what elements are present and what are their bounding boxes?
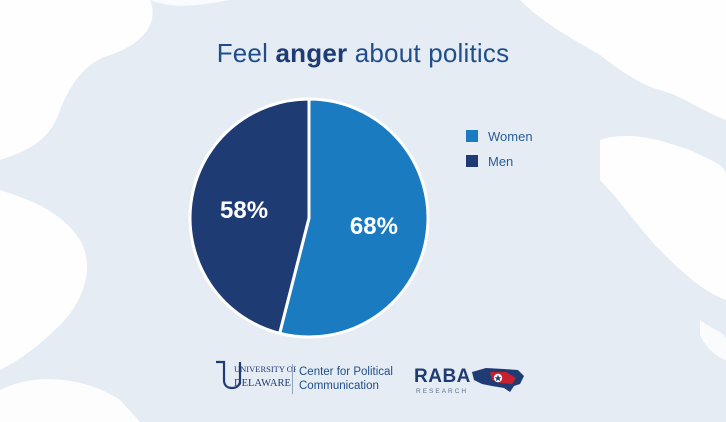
- title-emphasis: anger: [275, 38, 348, 68]
- center-line-1: Center for Political: [299, 366, 393, 378]
- pie-label-men: 58%: [220, 197, 268, 224]
- pie-label-women: 68%: [350, 213, 398, 240]
- raba-subtitle: RESEARCH: [416, 388, 469, 395]
- legend-item-men: Men: [466, 153, 533, 169]
- landmass-east: [600, 135, 726, 300]
- raba-research-logo: RABA RESEARCH: [414, 366, 524, 395]
- university-of-delaware-logo: UNIVERSITY OF DELAWARE: [216, 360, 296, 390]
- title-suffix: about politics: [347, 38, 510, 68]
- landmass-west: [0, 190, 88, 370]
- university-text: UNIVERSITY OF: [234, 364, 296, 374]
- logo-divider: [292, 364, 293, 394]
- center-line-2: Communication: [299, 380, 379, 392]
- landmass-northeast: [520, 0, 726, 120]
- us-map-icon: [472, 368, 524, 392]
- legend-item-women: Women: [466, 128, 533, 144]
- center-for-political-communication: Center for Political Communication: [299, 365, 393, 393]
- legend-label-men: Men: [488, 153, 514, 169]
- legend-swatch-women: [466, 130, 478, 142]
- landmass-southwest: [0, 379, 140, 422]
- legend-label-women: Women: [488, 128, 533, 144]
- landmass-island: [700, 320, 726, 360]
- landmass-northwest: [0, 0, 153, 160]
- landmass-north: [150, 0, 230, 6]
- pie-slice-men: [188, 97, 311, 336]
- chart-title: Feel anger about politics: [0, 38, 726, 69]
- raba-wordmark: RABA: [414, 366, 471, 387]
- legend-swatch-men: [466, 155, 478, 167]
- chart-legend: Women Men: [466, 128, 533, 178]
- pie-slice-women: [277, 97, 430, 339]
- title-prefix: Feel: [216, 38, 276, 68]
- delaware-text: DELAWARE: [234, 378, 291, 389]
